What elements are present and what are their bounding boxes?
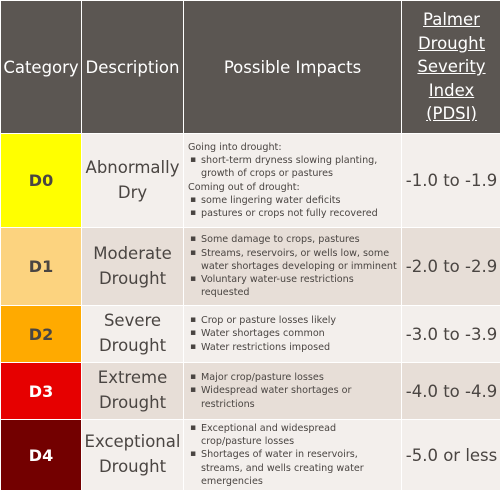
description-cell-d3: Extreme Drought (82, 363, 184, 420)
header-possible-impacts: Possible Impacts (184, 1, 402, 134)
impacts-coming-out-label: Coming out of drought: (188, 181, 398, 194)
pdsi-cell-d3: -4.0 to -4.9 (402, 363, 500, 420)
impacts-coming-out-list: some lingering water deficits pastures o… (188, 194, 398, 220)
category-cell-d3: D3 (1, 363, 82, 420)
category-cell-d1: D1 (1, 228, 82, 306)
impacts-list: Crop or pasture losses likely Water shor… (188, 314, 398, 354)
impacts-cell-d1: Some damage to crops, pastures Streams, … (184, 228, 402, 306)
impacts-going-into-label: Going into drought: (188, 141, 398, 154)
list-item: Some damage to crops, pastures (188, 233, 398, 246)
impacts-cell-d3: Major crop/pasture losses Widespread wat… (184, 363, 402, 420)
pdsi-link[interactable]: Palmer Drought Severity Index (PDSI) (402, 8, 500, 125)
table-row-d1: D1 Moderate Drought Some damage to crops… (1, 228, 500, 306)
description-cell-d0: Abnormally Dry (82, 134, 184, 228)
list-item: Widespread water shortages or restrictio… (188, 384, 398, 410)
list-item: Major crop/pasture losses (188, 371, 398, 384)
list-item: short-term dryness slowing planting, gro… (188, 154, 398, 180)
list-item: Streams, reservoirs, or wells low, some … (188, 247, 398, 273)
list-item: Water shortages common (188, 327, 398, 340)
list-item: some lingering water deficits (188, 194, 398, 207)
table-row-d2: D2 Severe Drought Crop or pasture losses… (1, 306, 500, 363)
list-item: Crop or pasture losses likely (188, 314, 398, 327)
impacts-cell-d4: Exceptional and widespread crop/pasture … (184, 420, 402, 491)
list-item: Voluntary water-use restrictions request… (188, 273, 398, 299)
header-description: Description (82, 1, 184, 134)
category-cell-d4: D4 (1, 420, 82, 491)
list-item: pastures or crops not fully recovered (188, 207, 398, 220)
list-item: Shortages of water in reservoirs, stream… (188, 448, 398, 488)
pdsi-cell-d4: -5.0 or less (402, 420, 500, 491)
table-row-d4: D4 Exceptional Drought Exceptional and w… (1, 420, 500, 491)
impacts-list: Exceptional and widespread crop/pasture … (188, 422, 398, 488)
impacts-going-into-list: short-term dryness slowing planting, gro… (188, 154, 398, 180)
description-cell-d4: Exceptional Drought (82, 420, 184, 491)
category-cell-d0: D0 (1, 134, 82, 228)
header-row: Category Description Possible Impacts Pa… (1, 1, 500, 134)
pdsi-cell-d2: -3.0 to -3.9 (402, 306, 500, 363)
table-row-d0: D0 Abnormally Dry Going into drought: sh… (1, 134, 500, 228)
impacts-cell-d2: Crop or pasture losses likely Water shor… (184, 306, 402, 363)
impacts-cell-d0: Going into drought: short-term dryness s… (184, 134, 402, 228)
list-item: Exceptional and widespread crop/pasture … (188, 422, 398, 448)
description-cell-d1: Moderate Drought (82, 228, 184, 306)
pdsi-cell-d1: -2.0 to -2.9 (402, 228, 500, 306)
header-pdsi: Palmer Drought Severity Index (PDSI) (402, 1, 500, 134)
impacts-list: Major crop/pasture losses Widespread wat… (188, 371, 398, 411)
pdsi-cell-d0: -1.0 to -1.9 (402, 134, 500, 228)
table-row-d3: D3 Extreme Drought Major crop/pasture lo… (1, 363, 500, 420)
list-item: Water restrictions imposed (188, 341, 398, 354)
description-cell-d2: Severe Drought (82, 306, 184, 363)
impacts-list: Some damage to crops, pastures Streams, … (188, 233, 398, 299)
category-cell-d2: D2 (1, 306, 82, 363)
header-category: Category (1, 1, 82, 134)
